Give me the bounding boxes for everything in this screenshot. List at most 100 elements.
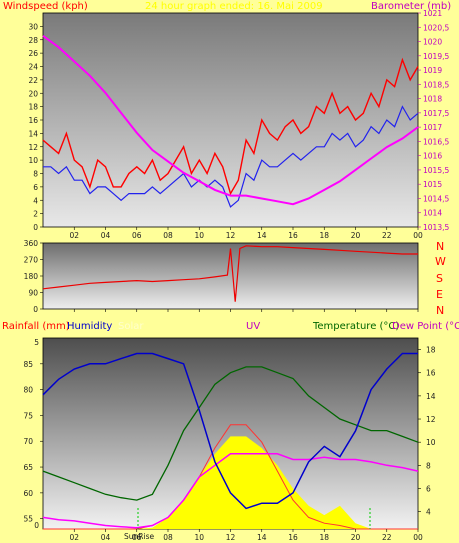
wind-ylabel-7: 14: [28, 129, 38, 138]
temp-xlabel-8: 18: [319, 533, 329, 542]
temp-xlabel-2: 06: [132, 533, 142, 542]
uv-title: UV: [246, 321, 261, 332]
wind-xlabel-3: 08: [163, 231, 173, 240]
solar-title: Solar: [118, 321, 144, 332]
temp-ylabel-1: 6: [426, 484, 431, 493]
humidity-title: Humidity: [67, 321, 113, 332]
hum-ylabel-4: 75: [23, 411, 33, 420]
dir-ylabel-4: 360: [24, 239, 39, 248]
wind-ylabel-15: 30: [28, 22, 38, 31]
rainfall-title: Rainfall (mm): [2, 321, 70, 332]
baro-ylabel-10: 1018,5: [423, 80, 449, 89]
temp-xlabel-1: 04: [101, 533, 111, 542]
wind-ylabel-13: 26: [28, 49, 38, 58]
baro-ylabel-8: 1017,5: [423, 109, 449, 118]
wind-xlabel-1: 04: [101, 231, 111, 240]
baro-ylabel-7: 1017: [423, 123, 442, 132]
wind-xlabel-6: 14: [257, 231, 267, 240]
wind-xlabel-2: 06: [132, 231, 142, 240]
temp-xlabel-10: 22: [382, 533, 392, 542]
wind-ylabel-9: 18: [28, 103, 38, 112]
baro-ylabel-13: 1020: [423, 38, 442, 47]
wind-ylabel-1: 2: [33, 210, 38, 219]
windspeed-title: Windspeed (kph): [3, 1, 88, 12]
wind-xlabel-7: 16: [288, 231, 298, 240]
rain-ylabel-0: 0: [34, 521, 39, 530]
dir-ylabel-3: 270: [24, 256, 39, 265]
temp-xlabel-7: 16: [288, 533, 298, 542]
baro-ylabel-3: 1015: [423, 180, 442, 189]
temp-ylabel-0: 4: [426, 508, 431, 517]
wind-xlabel-4: 10: [194, 231, 204, 240]
wind-gust-line: [42, 57, 419, 196]
temp-ylabel-4: 12: [426, 415, 436, 424]
baro-ylabel-6: 1016,5: [423, 137, 449, 146]
wind-ylabel-8: 16: [28, 116, 38, 125]
temp-xlabel-4: 10: [194, 533, 204, 542]
rain-ylabel-1: 5: [34, 338, 39, 347]
temp-xlabel-9: 20: [351, 533, 361, 542]
baro-ylabel-0: 1013,5: [423, 223, 449, 232]
temp-xlabel-5: 12: [226, 533, 236, 542]
baro-ylabel-2: 1014,5: [423, 194, 449, 203]
humidity-line: [42, 352, 418, 510]
wind-avg-line: [43, 105, 419, 208]
wind-ylabel-0: 0: [33, 223, 38, 232]
temperature-chart: 55 60 65 70 75 80 85 0 5 4 6 8 10 12 14 16 18 02 04 06 08 10 1…: [23, 338, 435, 542]
solar-area: [43, 436, 418, 529]
baro-ylabel-1: 1014: [423, 209, 442, 218]
temperature-title: Temperature (°C): [313, 321, 400, 332]
direction-line: [42, 245, 418, 302]
temp-xlabel-3: 08: [163, 533, 173, 542]
temp-xlabel-0: 02: [69, 533, 79, 542]
temp-ylabel-2: 8: [426, 461, 431, 470]
temp-ylabel-6: 16: [426, 369, 436, 378]
wind-ylabel-2: 4: [33, 196, 38, 205]
dir-ylabel-1: 90: [28, 289, 38, 298]
direction-chart: 0 90 180 270 360: [24, 239, 419, 314]
dir-ylabel-2: 180: [24, 272, 39, 281]
wind-xlabel-0: 02: [69, 231, 79, 240]
wind-xlabel-8: 18: [319, 231, 329, 240]
sunrise-label: SunRise: [124, 532, 154, 541]
dewpoint-title: Dew Point (°C): [392, 321, 459, 332]
hum-ylabel-6: 85: [23, 360, 33, 369]
compass-s: S: [436, 272, 443, 285]
dir-ylabel-0: 0: [33, 305, 38, 314]
compass-n-top: N: [436, 240, 445, 253]
temp-xlabel-11: 00: [413, 533, 423, 542]
baro-ylabel-5: 1016: [423, 152, 442, 161]
wind-ylabel-6: 12: [28, 143, 38, 152]
wind-ylabel-11: 22: [28, 76, 38, 85]
baro-ylabel-4: 1015,5: [423, 166, 449, 175]
wind-ylabel-4: 8: [33, 170, 38, 179]
barometer-title: Barometer (mb): [371, 1, 452, 12]
baro-ylabel-9: 1018: [423, 95, 442, 104]
wind-ylabel-10: 20: [28, 89, 38, 98]
wind-ylabel-5: 10: [28, 156, 38, 165]
wind-xlabel-10: 22: [382, 231, 392, 240]
temp-xlabel-6: 14: [257, 533, 267, 542]
date-title: 24 hour graph ended: 16. Mai 2009: [145, 1, 323, 12]
wind-ylabel-14: 28: [28, 36, 38, 45]
baro-ylabel-14: 1020,5: [423, 23, 449, 32]
hum-ylabel-1: 60: [23, 489, 33, 498]
hum-ylabel-5: 80: [23, 386, 33, 395]
hum-ylabel-2: 65: [23, 463, 33, 472]
compass-n-bottom: N: [436, 304, 445, 317]
compass-e: E: [436, 288, 443, 301]
hum-ylabel-3: 70: [23, 437, 33, 446]
wind-xlabel-11: 00: [413, 231, 423, 240]
barometer-line: [42, 34, 419, 206]
wind-ylabel-3: 6: [33, 183, 38, 192]
wind-ylabel-12: 24: [28, 63, 38, 72]
temp-ylabel-5: 14: [426, 392, 436, 401]
hum-ylabel-0: 55: [23, 515, 33, 524]
baro-ylabel-15: 1021: [423, 9, 442, 18]
dewpoint-line: [42, 453, 419, 529]
temperature-line: [42, 366, 419, 501]
wind-chart: 0246810121416182022242628301013,51014101…: [28, 9, 449, 240]
temp-ylabel-3: 10: [426, 438, 436, 447]
baro-ylabel-11: 1019: [423, 66, 442, 75]
